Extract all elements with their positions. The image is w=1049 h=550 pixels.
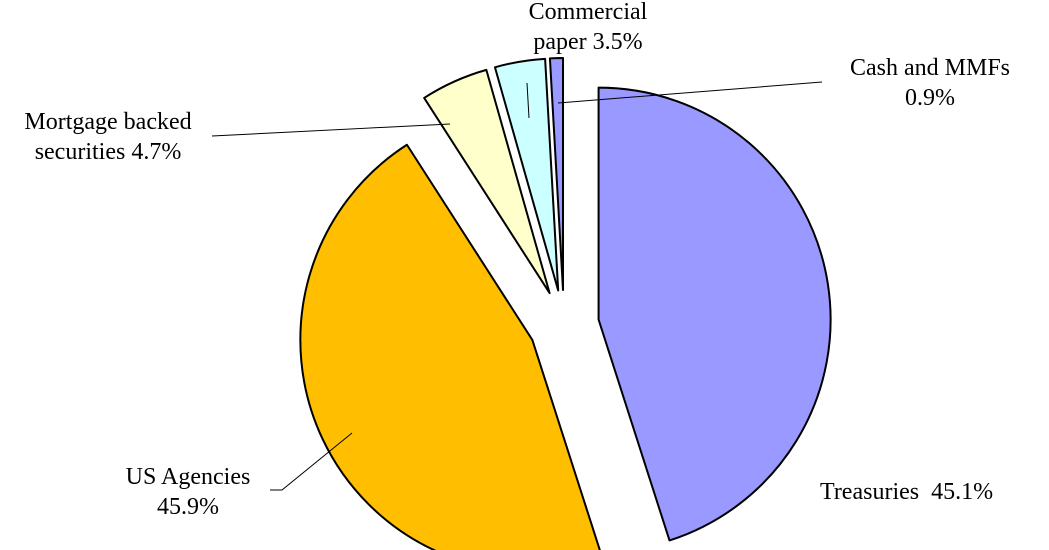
slice-label-line: Mortgage backed xyxy=(24,109,191,135)
leader-lines xyxy=(211,81,823,491)
slice-label-line: Treasuries 45.1% xyxy=(820,479,993,505)
pie-slice-treasuries xyxy=(597,86,832,542)
pie-slices xyxy=(299,57,832,550)
slice-label-line: 45.9% xyxy=(157,494,219,520)
slice-label-line: securities 4.7% xyxy=(35,139,182,165)
leader-line-cash xyxy=(557,81,823,104)
leader-line-mortgage xyxy=(211,123,451,137)
pie-slice-mortgage xyxy=(423,68,551,295)
slice-label-line: paper 3.5% xyxy=(533,29,642,55)
pie-slice-commercial xyxy=(493,57,560,292)
slice-label-line: Cash and MMFs xyxy=(850,55,1010,81)
leader-line-commercial xyxy=(526,82,530,119)
slice-label-us-agencies: US Agencies 45.9% xyxy=(126,464,251,520)
slice-label-commercial: Commercial paper 3.5% xyxy=(529,0,648,55)
slice-label-cash: Cash and MMFs 0.9% xyxy=(850,55,1010,111)
leader-line-us-agencies xyxy=(270,432,353,491)
slice-label-mortgage: Mortgage backed securities 4.7% xyxy=(24,109,191,165)
slice-labels: Treasuries 45.1% US Agencies 45.9% Mortgage… xyxy=(24,0,1010,520)
pie-slice-cash xyxy=(548,57,565,292)
slice-label-treasuries: Treasuries 45.1% xyxy=(820,479,993,505)
slice-label-line: Commercial xyxy=(529,0,648,25)
slice-label-line: US Agencies xyxy=(126,464,251,490)
pie-slice-us-agencies xyxy=(299,143,601,550)
slice-label-line: 0.9% xyxy=(905,85,955,111)
